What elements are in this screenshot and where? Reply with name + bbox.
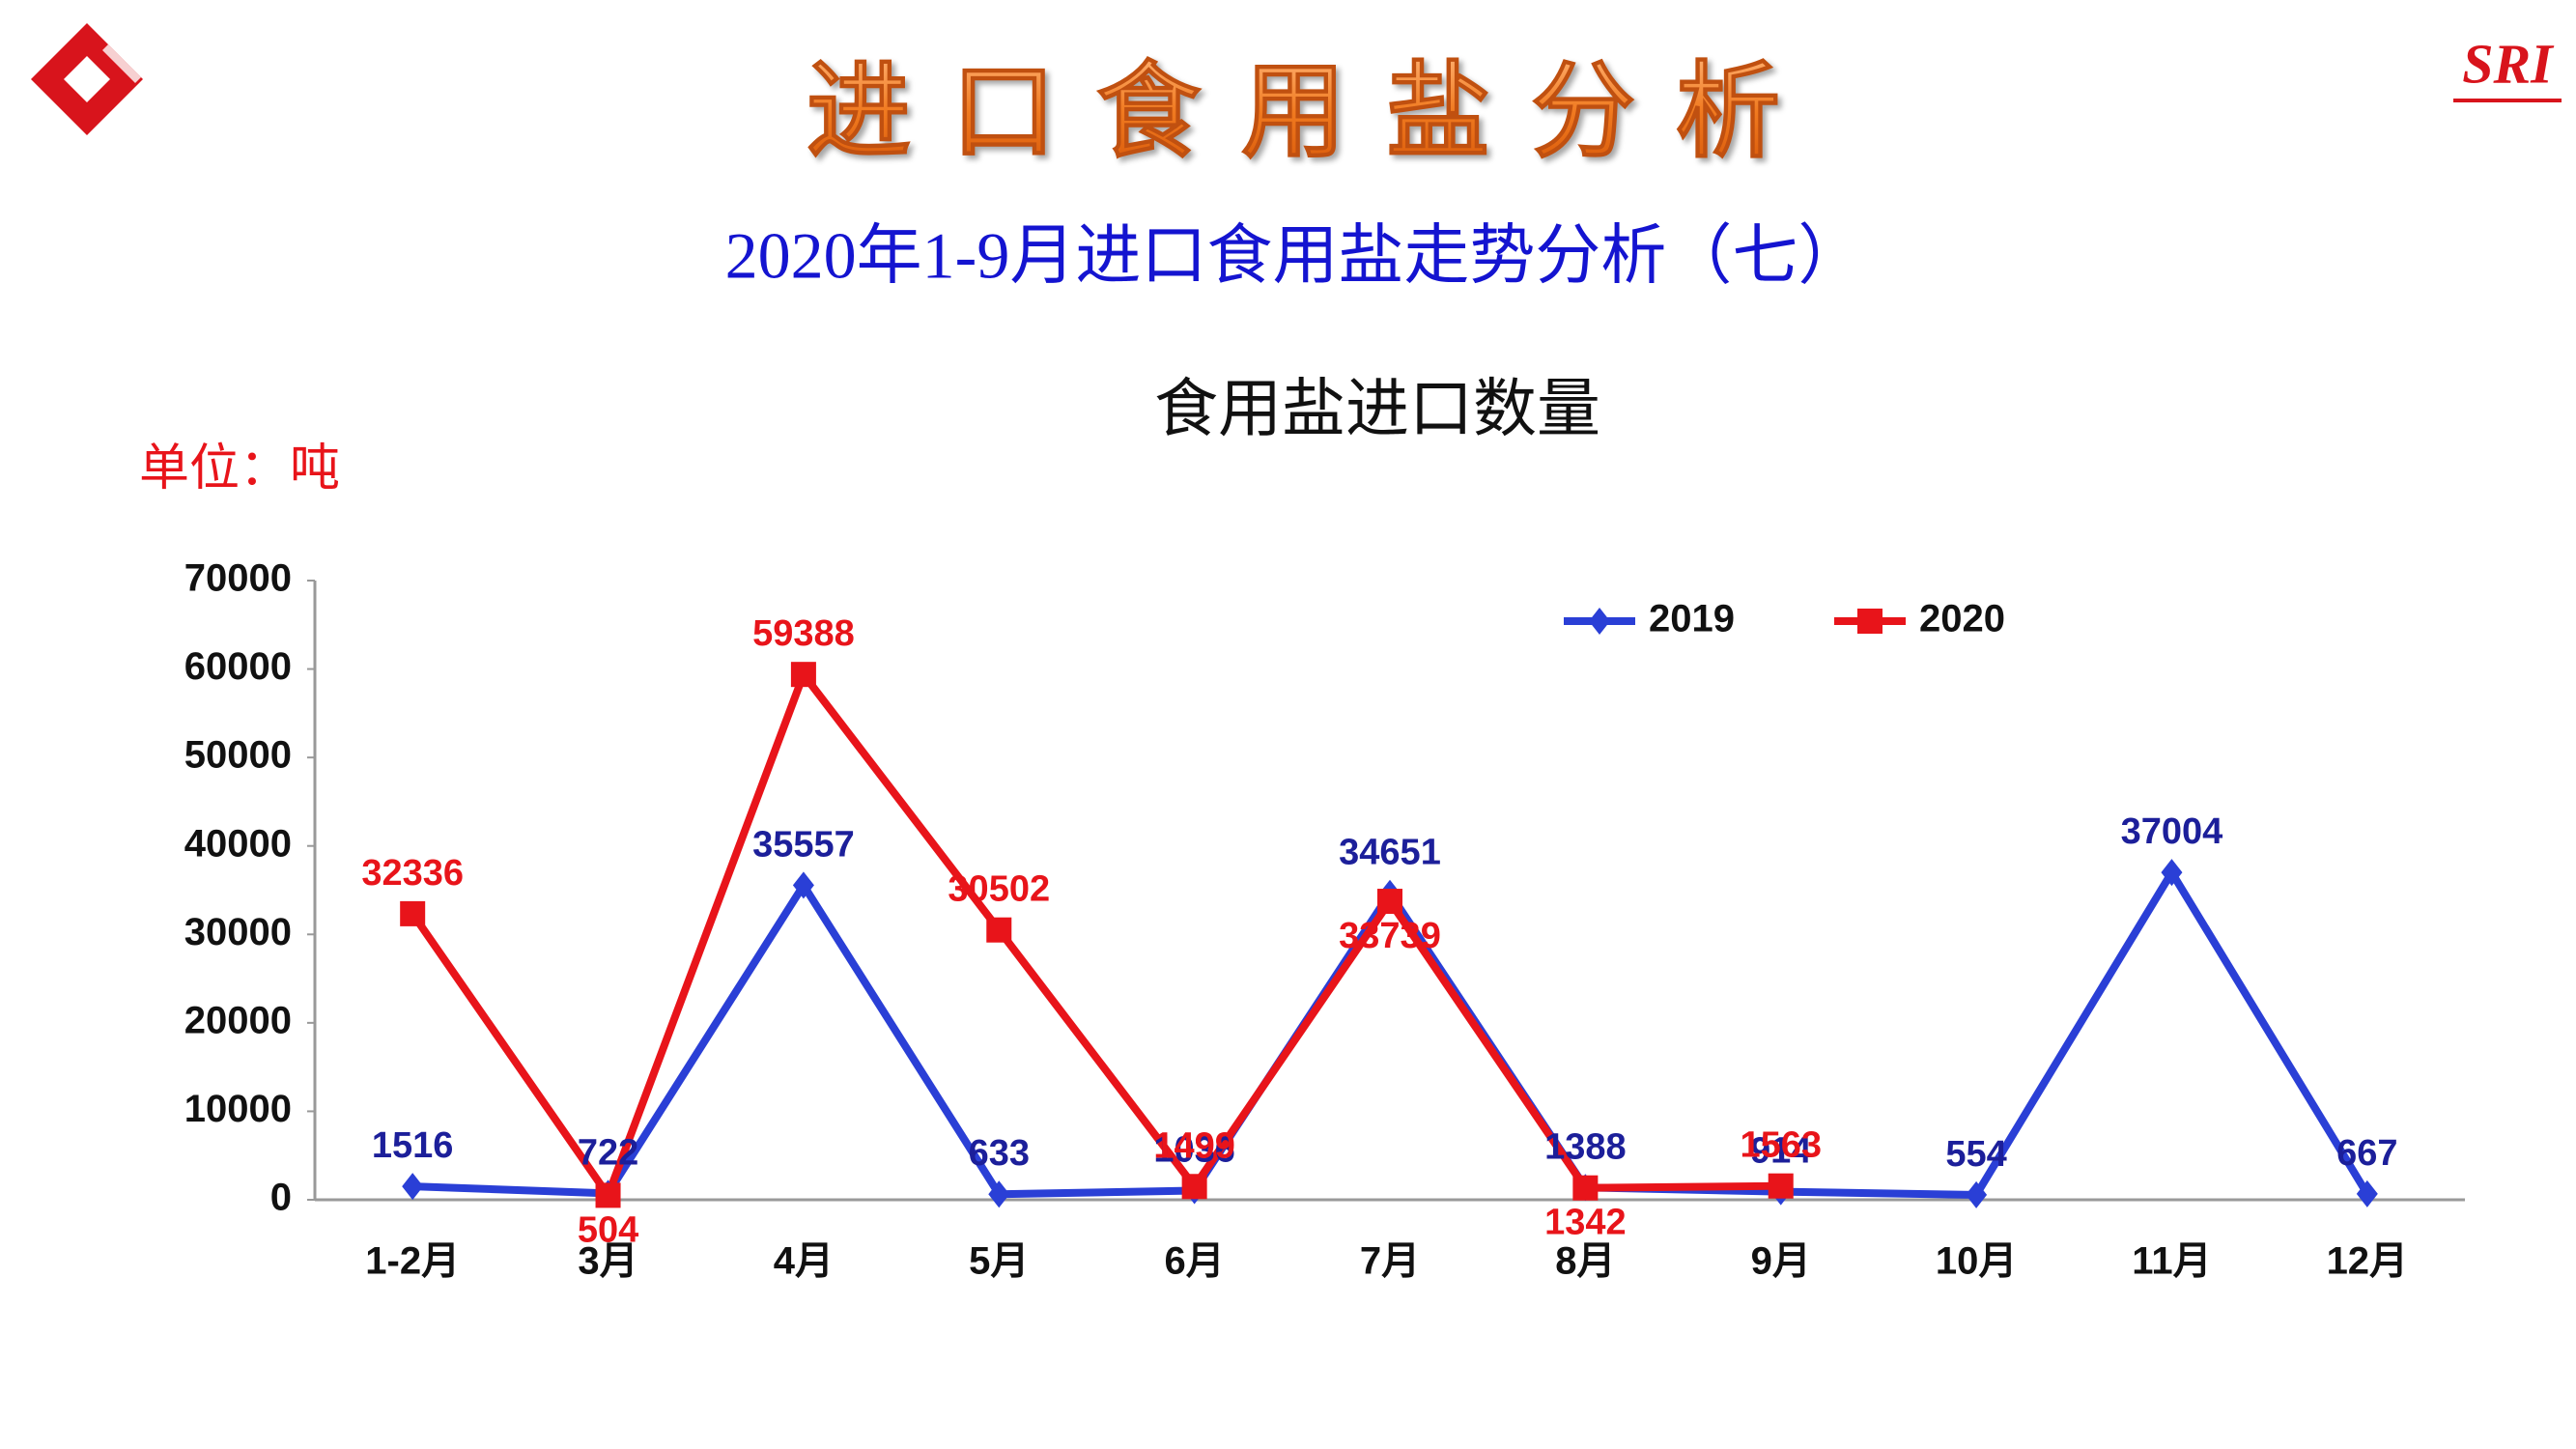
marker: [402, 1173, 424, 1201]
marker: [792, 871, 814, 899]
y-tick-label: 70000: [184, 557, 292, 600]
data-label: 1563: [1740, 1125, 1822, 1166]
marker: [1377, 889, 1402, 915]
x-tick-label: 8月: [1555, 1240, 1615, 1283]
data-label: 35557: [752, 824, 855, 865]
data-label: 1342: [1544, 1203, 1627, 1243]
x-tick-label: 4月: [774, 1240, 834, 1283]
y-tick-label: 30000: [184, 911, 292, 953]
y-tick-label: 10000: [184, 1088, 292, 1130]
data-label: 33739: [1339, 916, 1441, 956]
data-label: 504: [578, 1209, 638, 1250]
marker: [986, 917, 1012, 943]
legend-marker: [1857, 609, 1882, 634]
marker: [1966, 1180, 1988, 1208]
data-label: 37004: [2121, 811, 2223, 852]
data-label: 633: [969, 1133, 1030, 1174]
marker: [790, 662, 816, 688]
series-line: [409, 670, 1781, 1200]
brand-text: SRI: [2462, 32, 2555, 95]
data-label: 914: [1750, 1131, 1811, 1172]
marker: [400, 900, 426, 926]
x-tick-label: 1-2月: [365, 1240, 460, 1283]
subheading: 2020年1-9月进口食用盐走势分析（七）: [725, 219, 1864, 293]
data-label: 59388: [752, 613, 855, 654]
data-label: 722: [578, 1132, 638, 1173]
x-tick-label: 11月: [2132, 1240, 2211, 1283]
x-tick-label: 9月: [1751, 1240, 1811, 1283]
data-label: 1499: [1153, 1125, 1235, 1166]
legend-marker: [1589, 608, 1610, 635]
legend-label: 2020: [1919, 598, 2005, 640]
marker: [1572, 1175, 1599, 1201]
y-tick-label: 0: [270, 1177, 292, 1219]
data-label: 1036: [1153, 1130, 1235, 1171]
logo: [31, 23, 143, 135]
data-label: 554: [1945, 1134, 2006, 1175]
data-label: 1516: [372, 1125, 454, 1166]
data-label: 34651: [1339, 833, 1441, 873]
marker: [1181, 1174, 1207, 1200]
data-label: 32336: [361, 853, 464, 894]
marker: [2356, 1179, 2378, 1208]
chart-title: 食用盐进口数量: [1154, 372, 1600, 443]
x-tick-label: 3月: [578, 1240, 637, 1283]
y-tick-label: 60000: [184, 645, 292, 688]
x-tick-label: 7月: [1360, 1240, 1420, 1283]
heading: 进口食用盐分析: [807, 53, 1821, 170]
x-tick-label: 10月: [1936, 1240, 2018, 1283]
y-tick-label: 40000: [184, 822, 292, 865]
unit-label: 单位：吨: [139, 441, 340, 497]
marker: [1768, 1173, 1794, 1199]
marker: [595, 1182, 621, 1208]
x-tick-label: 12月: [2327, 1240, 2409, 1283]
y-tick-label: 20000: [184, 999, 292, 1041]
marker: [2161, 859, 2183, 887]
y-tick-label: 50000: [184, 734, 292, 777]
marker: [988, 1180, 1010, 1208]
data-label: 30502: [948, 869, 1050, 910]
x-tick-label: 5月: [969, 1240, 1029, 1283]
legend-label: 2019: [1649, 598, 1735, 640]
x-tick-label: 6月: [1165, 1240, 1225, 1283]
data-label: 667: [2336, 1133, 2397, 1174]
data-label: 1388: [1544, 1126, 1627, 1167]
